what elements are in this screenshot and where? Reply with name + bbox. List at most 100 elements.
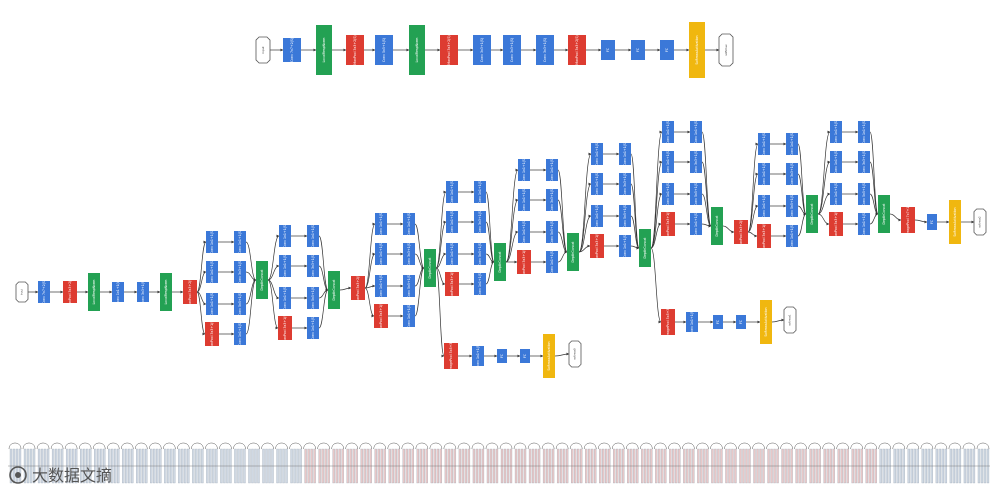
node-conv: Conv 1x1+1(S) [279,254,291,278]
edge [578,244,591,253]
residual-block [934,442,948,484]
node-pool: MaxPool 3x3+2(S) [351,273,365,303]
residual-block [752,442,765,484]
node-label: Conv 1x1+1(S) [550,158,554,182]
node-terminal: softmax2 [973,208,987,236]
residual-block [962,442,976,484]
node-norm: LocalRespNorm [409,25,425,75]
edge [196,291,207,306]
node-label: Conv 1x1+1(S) [379,212,383,236]
node-conv: Conv 1x1+1(S) [446,180,458,204]
node-pool: MaxPool 3x3+1(S) [517,247,531,277]
node-label: SoftmaxActivation [953,207,957,236]
residual-block [149,442,162,484]
node-conv: Conv 5x5+1(S) [858,182,870,206]
node-label: Conv 1x1+1(V) [116,280,120,304]
node-terminal: input [15,281,29,303]
edge [701,223,712,228]
residual-block [471,442,485,484]
edge [747,172,759,233]
residual-network-strip [8,442,990,484]
node-conv: Conv 1x1+1(S) [279,224,291,248]
residual-block [513,442,527,484]
edge [701,161,712,228]
residual-block [485,442,499,484]
node-label: Conv 5x5+1(S) [478,242,482,266]
node-conv: Conv 1x1+1(S) [591,142,603,166]
node-soft: SoftmaxActivation [949,200,961,244]
node-label: DepthConcat [715,215,719,237]
node-label: Conv 1x1+1(S) [694,120,698,144]
edge [414,266,425,317]
node-label: Conv 1x1+1(S) [522,220,526,244]
edge [578,152,592,253]
node-label: Conv 1x1+1(S) [210,292,214,316]
node-pool: MaxPool 3x3+2(S) [63,277,77,307]
edge [869,131,879,216]
node-label: Conv 1x1+1(S) [522,158,526,182]
residual-block [443,442,457,484]
node-label: DepthConcat [332,279,336,301]
node-pool: MaxPool 3x3+1(S) [757,221,771,251]
edge [817,160,831,215]
node-conv: Conv 3x3+1(S) [403,242,415,266]
node-conv: FC [927,214,937,230]
node-conv: Conv 5x5+1(S) [546,220,558,244]
edge [505,198,519,263]
node-label: FC [636,47,640,52]
node-label: Conv 5x5+1(S) [623,204,627,228]
residual-block [836,442,849,484]
node-pool: MaxPool 3x3+1(S) [590,231,604,261]
residual-block [205,442,218,484]
node-norm: DepthConcat [567,233,579,271]
node-pool: MaxPool 3x3+1(S) [278,313,292,343]
node-label: DepthConcat [498,251,502,273]
node-conv: Conv 5x5+1(S) [234,292,246,316]
edge [435,220,447,269]
node-conv: Conv 1x1+1(S) [619,234,631,258]
node-label: input [21,289,24,295]
node-pool: MaxPool 3x3+2(S) [734,217,748,247]
node-label: FC [716,319,720,324]
residual-block [429,442,443,484]
node-label: MaxPool 3x3+1(S) [666,209,670,238]
node-conv: Conv 1x1+1(S) [591,204,603,228]
watermark-logo: 大数据文摘 [6,462,146,488]
node-label: Conv 1x1+1(S) [476,344,480,368]
residual-block [976,442,990,484]
residual-block [261,442,274,484]
residual-block [808,442,821,484]
node-conv: Conv 3x3+1(S) [234,260,246,284]
node-conv: Conv 3x3+1(S) [307,254,319,278]
residual-block [387,442,401,484]
node-conv: Conv 1x1+1(S) [206,230,218,254]
residual-block [696,442,709,484]
edge [196,240,207,293]
edge [797,143,807,216]
node-label: Conv 1x1+1(S) [450,180,454,204]
node-conv: FC [497,349,507,363]
node-label: Conv 1x1+1(S) [762,162,766,186]
node-label: AveragePool 7x7+1(V) [906,202,910,238]
residual-block [569,442,583,484]
node-conv: Conv 1x1+1(S) [830,120,842,144]
node-norm: DepthConcat [424,249,436,287]
node-label: Conv 3x3+1(S) [694,150,698,174]
node-pool: MaxPool 3x3+2(S) [346,35,364,65]
node-label: AveragePool 5x5+3(V) [449,338,453,374]
residual-block [682,442,695,484]
node-conv: Conv 1x1+1(S) [690,212,702,236]
edge [797,212,807,237]
edge [554,352,570,357]
node-conv: Conv 3x3+1(S) [473,35,491,65]
node-conv: Conv 1x1+1(S) [307,224,319,248]
node-label: Conv 1x1+1(S) [762,132,766,156]
edge [557,169,568,254]
node-conv: FC [520,349,530,363]
node-conv: FC [736,315,746,329]
edge [245,241,257,282]
node-label: softmax [724,44,728,56]
node-conv: Conv 1x1+1(S) [690,120,702,144]
residual-block [331,442,344,484]
node-conv: Conv 5x5+1(S) [474,242,486,266]
